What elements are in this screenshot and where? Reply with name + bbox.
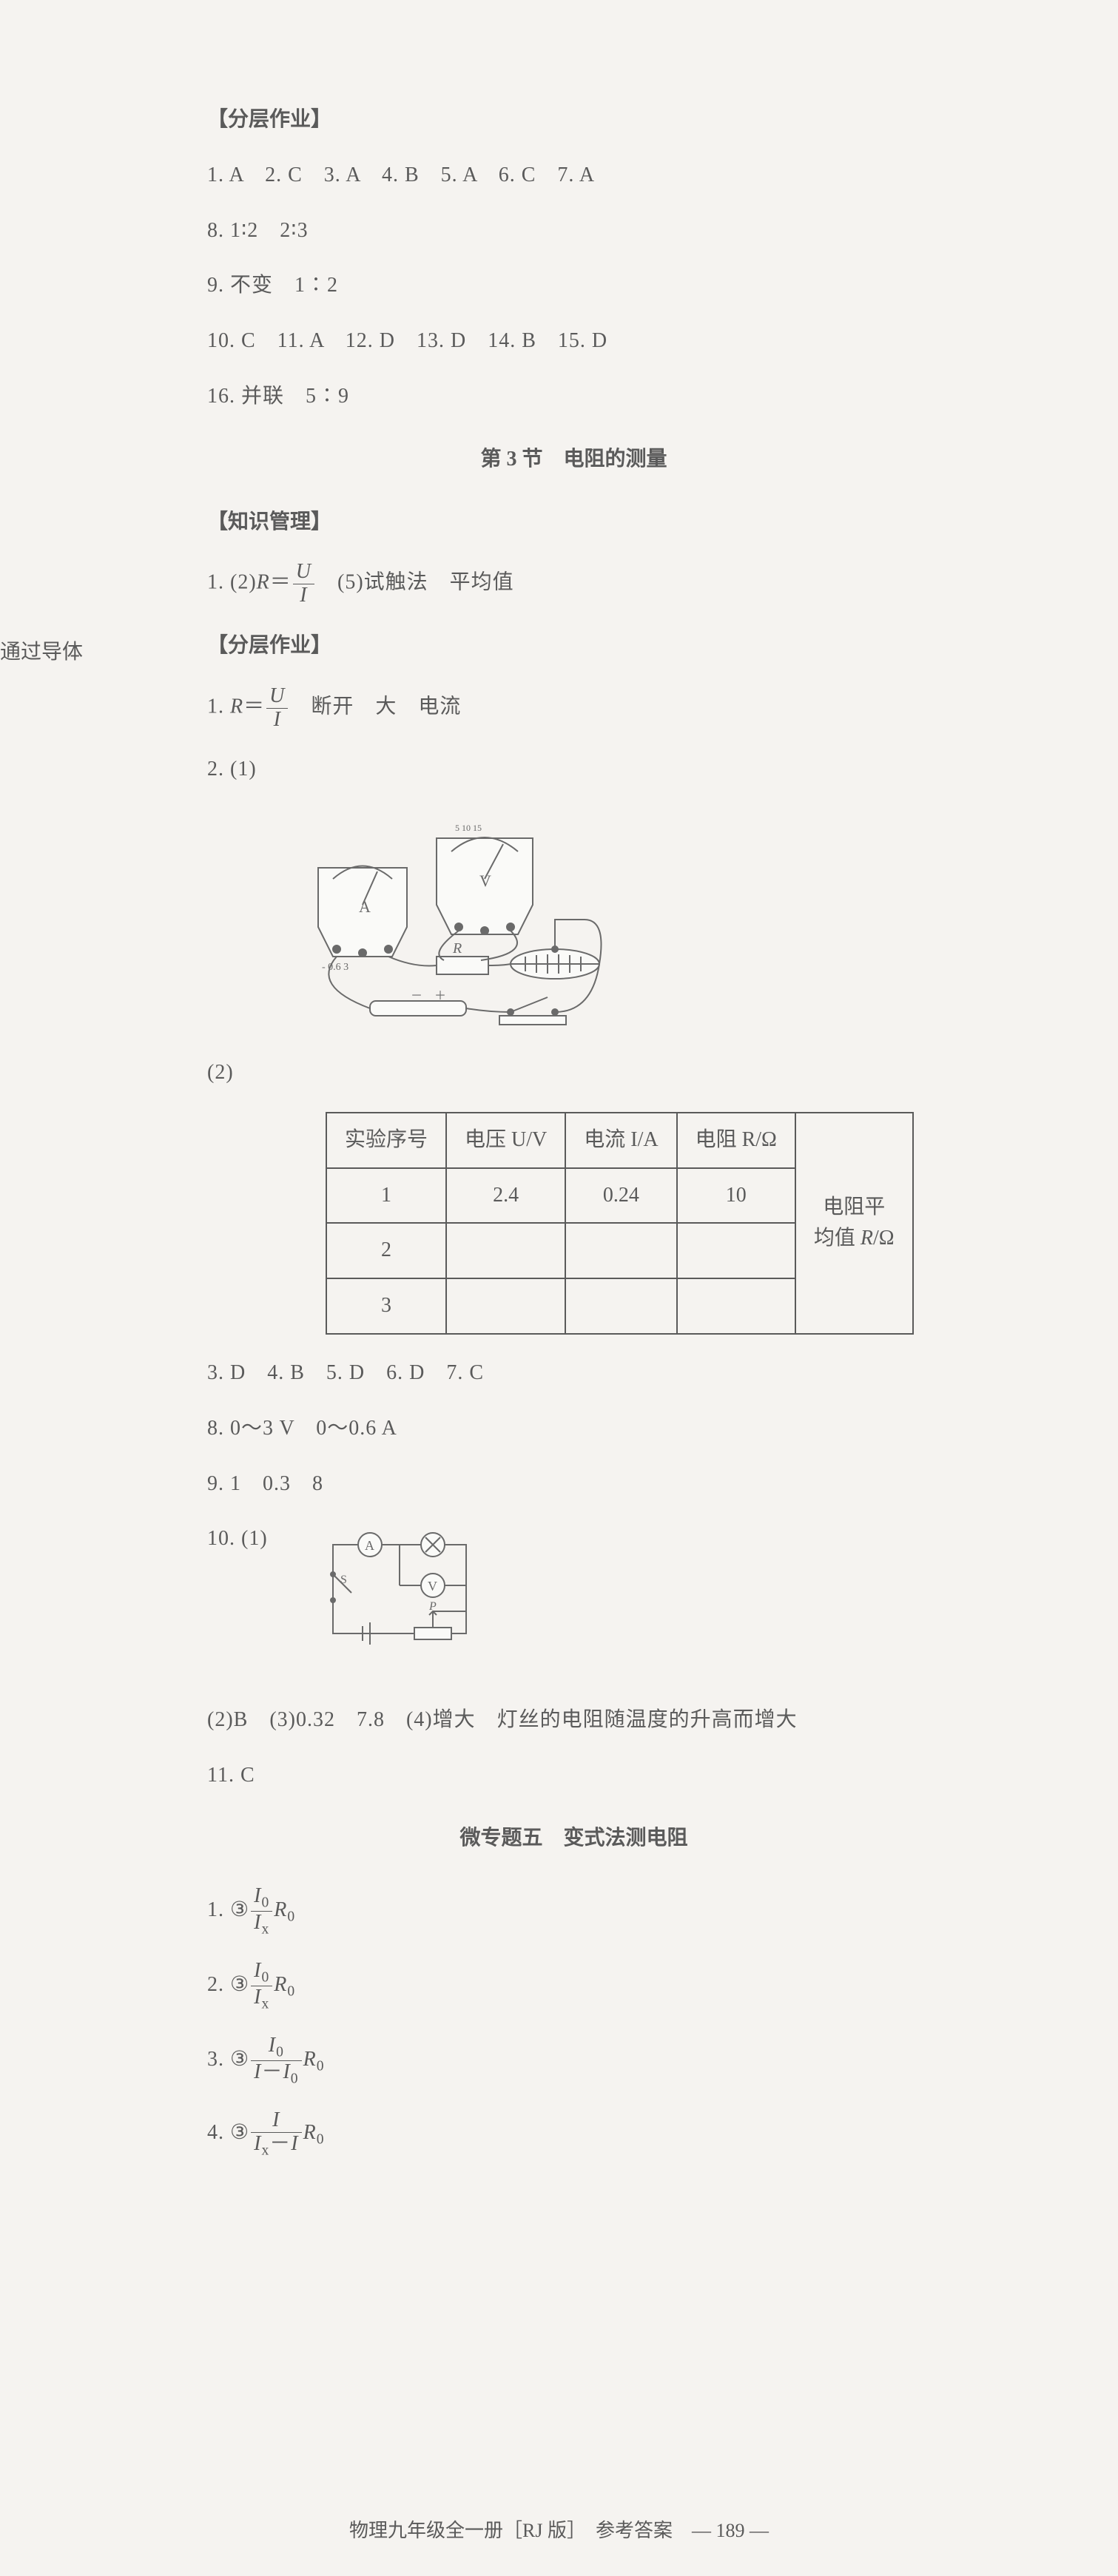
var-R: R <box>274 1898 287 1921</box>
small-circuit-diagram: A V S P <box>318 1530 481 1667</box>
q-num: 2. (1) <box>207 753 257 786</box>
subscript: 0 <box>317 2132 325 2148</box>
subscript: 0 <box>287 1909 295 1924</box>
var-R: R <box>274 1973 287 1996</box>
answer-line: 8. 0～3 V 0～0.6 A <box>207 1412 985 1446</box>
text: 1. (2) <box>207 571 257 594</box>
cell <box>446 1278 565 1334</box>
fraction: I0I－I0 <box>251 2034 301 2087</box>
svg-text:A: A <box>365 1538 375 1553</box>
svg-text:- 0.6 3: - 0.6 3 <box>322 962 348 973</box>
left-cut-text: 通过导体 <box>0 636 83 670</box>
page-footer: 物理九年级全一册［RJ 版］ 参考答案 — 189 — <box>0 2515 1118 2546</box>
col-header: 电阻 R/Ω <box>677 1113 795 1168</box>
fraction: UI <box>293 561 314 607</box>
q-num: 10. (1) <box>207 1523 268 1556</box>
subsection-title: 微专题五 变式法测电阻 <box>163 1822 985 1855</box>
prefix: 4. ③ <box>207 2121 249 2144</box>
col-header: 电流 I/A <box>565 1113 676 1168</box>
svg-text:－ ＋: － ＋ <box>411 990 446 1002</box>
denominator: I <box>266 709 288 732</box>
denominator: Ix <box>251 1912 272 1938</box>
subscript: 0 <box>317 2059 325 2074</box>
answer-line: 2. (1) <box>207 753 985 786</box>
sublabel: (2) <box>207 1056 985 1090</box>
answer-line: 3. D 4. B 5. D 6. D 7. C <box>207 1357 985 1390</box>
answer-line: 11. C <box>207 1759 985 1793</box>
table-header-row: 实验序号 电压 U/V 电流 I/A 电阻 R/Ω 电阻平均值 R/Ω <box>326 1113 913 1168</box>
denominator: I－I0 <box>251 2061 301 2087</box>
sec2-header: 【知识管理】 <box>207 506 985 539</box>
denominator: I <box>293 584 314 607</box>
answer-line: 16. 并联 5∶9 <box>207 380 985 414</box>
svg-text:V: V <box>428 1579 438 1594</box>
cell <box>446 1223 565 1278</box>
numerator: U <box>293 561 314 584</box>
var-R: R <box>303 2048 317 2071</box>
section-title: 第 3 节 电阻的测量 <box>163 443 985 476</box>
answer-line: 1. A 2. C 3. A 4. B 5. A 6. C 7. A <box>207 159 985 192</box>
prefix: 1. ③ <box>207 1898 249 1921</box>
formula-line: 4. ③IIx－IR0 <box>207 2109 985 2159</box>
cell <box>677 1278 795 1334</box>
cell: 10 <box>677 1168 795 1224</box>
cell: 3 <box>326 1278 446 1334</box>
svg-text:A: A <box>359 897 371 916</box>
svg-text:R: R <box>452 940 462 957</box>
cell: 0.24 <box>565 1168 676 1224</box>
text: 1. <box>207 695 230 718</box>
numerator: I <box>251 2109 301 2133</box>
formula-line: 1. ③I0IxR0 <box>207 1885 985 1938</box>
denominator: Ix <box>251 1986 272 2012</box>
numerator: U <box>266 685 288 709</box>
answer-line: 9. 不变 1∶2 <box>207 269 985 303</box>
numerator: I0 <box>251 2034 301 2061</box>
sec1-header: 【分层作业】 <box>207 104 985 137</box>
formula-line: 2. ③I0IxR0 <box>207 1960 985 2012</box>
numerator: I0 <box>251 1960 272 1986</box>
answer-line: 10. (1) A V S <box>207 1523 985 1682</box>
fraction: UI <box>266 685 288 732</box>
cell <box>677 1223 795 1278</box>
text: 断开 大 电流 <box>289 695 461 718</box>
formula-line: 3. ③I0I－I0R0 <box>207 2034 985 2087</box>
svg-text:V: V <box>479 871 491 890</box>
var-R: R <box>303 2121 317 2144</box>
prefix: 2. ③ <box>207 1973 249 1996</box>
sec3-header: 【分层作业】 <box>207 630 985 663</box>
answer-line: 8. 1∶2 2∶3 <box>207 215 985 248</box>
text: (5)试触法 平均值 <box>316 571 514 594</box>
fraction: I0Ix <box>251 1960 272 2012</box>
answer-line: 1. R＝UI 断开 大 电流 <box>207 685 985 732</box>
cell: 1 <box>326 1168 446 1224</box>
svg-text:S: S <box>340 1574 348 1586</box>
fraction: IIx－I <box>251 2109 301 2159</box>
fraction: I0Ix <box>251 1885 272 1938</box>
prefix: 3. ③ <box>207 2048 249 2071</box>
answer-line: 9. 1 0.3 8 <box>207 1468 985 1501</box>
answer-line: (2)B (3)0.32 7.8 (4)增大 灯丝的电阻随温度的升高而增大 <box>207 1704 985 1737</box>
page-content: 【分层作业】 1. A 2. C 3. A 4. B 5. A 6. C 7. … <box>0 0 1118 2225</box>
circuit-diagram: A - 0.6 3 V 5 10 15 R <box>281 809 985 1042</box>
subscript: 0 <box>287 1983 295 1999</box>
svg-text:5 10 15: 5 10 15 <box>455 823 482 833</box>
col-header: 电压 U/V <box>446 1113 565 1168</box>
cell <box>565 1278 676 1334</box>
answer-line: 10. C 11. A 12. D 13. D 14. B 15. D <box>207 325 985 358</box>
numerator: I0 <box>251 1885 272 1912</box>
eq: ＝ <box>270 571 292 594</box>
answer-line: 1. (2)R＝UI (5)试触法 平均值 <box>207 561 985 607</box>
col-header: 实验序号 <box>326 1113 446 1168</box>
denominator: Ix－I <box>251 2133 301 2159</box>
cell: 2.4 <box>446 1168 565 1224</box>
col-header-span: 电阻平均值 R/Ω <box>795 1113 913 1334</box>
var-R: R <box>230 695 243 718</box>
data-table: 实验序号 电压 U/V 电流 I/A 电阻 R/Ω 电阻平均值 R/Ω 1 2.… <box>326 1112 914 1335</box>
eq: ＝ <box>243 695 265 718</box>
cell <box>565 1223 676 1278</box>
var-R: R <box>257 571 270 594</box>
cell: 2 <box>326 1223 446 1278</box>
